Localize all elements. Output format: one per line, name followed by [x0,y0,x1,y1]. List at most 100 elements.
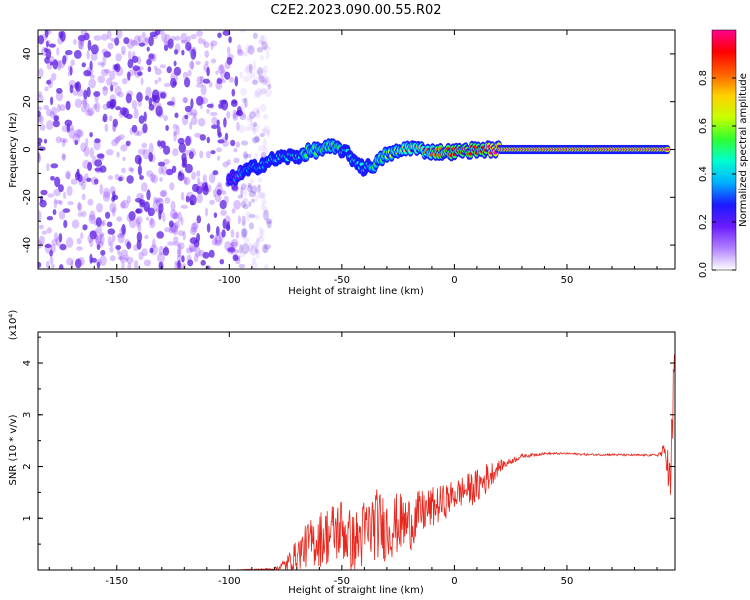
noise-speckle [77,34,86,42]
noise-speckle [211,116,218,125]
noise-speckle [243,67,248,73]
noise-speckle [244,126,250,132]
noise-speckle [237,44,242,55]
noise-speckle [58,210,66,220]
noise-speckle [137,165,142,176]
noise-speckle [196,193,203,204]
noise-speckle [243,75,250,83]
noise-speckle [142,148,151,160]
noise-speckle [177,230,185,237]
noise-speckle [227,247,236,253]
noise-speckle [228,76,234,83]
noise-speckle [197,181,205,192]
noise-speckle [164,34,171,45]
noise-speckle [68,128,76,139]
noise-speckle [230,238,239,249]
noise-speckle [149,217,154,226]
noise-speckle [111,99,117,108]
noise-speckle [148,97,153,107]
noise-speckle [115,53,122,62]
noise-speckle [149,218,156,229]
noise-speckle [208,249,215,258]
noise-speckle [155,197,163,203]
noise-speckle [233,249,240,254]
noise-speckle [139,175,144,180]
noise-speckle [169,209,178,219]
noise-speckle [47,78,54,89]
noise-speckle [180,39,189,44]
noise-speckle [93,103,98,110]
noise-speckle [171,212,179,220]
noise-speckle [219,259,225,265]
noise-speckle [238,124,245,134]
noise-speckle [248,111,256,119]
noise-speckle [63,191,67,199]
noise-speckle [247,183,252,188]
noise-speckle [87,198,94,206]
noise-speckle [204,50,209,58]
noise-speckle [93,178,99,185]
colorbar-tick-label: 0.4 [698,166,709,182]
noise-speckle [256,106,260,114]
noise-speckle [112,122,117,132]
noise-speckle [167,241,175,246]
noise-speckle [258,231,263,240]
noise-speckle [261,87,267,94]
noise-speckle [221,229,226,238]
noise-speckle [259,88,267,95]
noise-speckle [159,64,166,69]
noise-speckle [87,107,95,117]
noise-speckle [216,189,222,196]
noise-speckle [45,108,52,117]
colorbar-tick-label: 0.8 [698,70,709,86]
noise-speckle [158,245,164,256]
noise-speckle [99,232,105,237]
noise-speckle [252,77,258,83]
noise-speckle [70,260,74,269]
noise-speckle [78,39,84,45]
colorbar-tick-label: 0.0 [698,262,709,278]
noise-speckle [195,60,201,65]
spectrogram-x-label: Height of straight line (km) [288,286,424,297]
noise-speckle [196,170,201,177]
noise-speckle [87,234,94,244]
noise-speckle [248,222,255,230]
noise-speckle [249,73,253,80]
noise-speckle [157,252,165,264]
snr-y-multiplier: (x10⁴) [8,310,19,341]
noise-speckle [96,244,101,250]
noise-speckle [210,40,218,47]
noise-speckle [175,35,181,41]
noise-speckle [239,71,243,79]
noise-speckle [232,184,239,193]
noise-speckle [258,226,263,233]
noise-speckle [231,88,236,97]
noise-speckle [79,35,86,42]
noise-speckle [51,239,58,246]
noise-speckle [246,115,254,120]
noise-speckle [58,264,64,269]
noise-speckle [177,172,185,181]
snr-ytick-label: 3 [22,412,33,418]
noise-speckle [214,239,223,247]
noise-speckle [267,129,271,138]
noise-speckle [222,140,229,147]
noise-speckle [78,39,83,50]
noise-speckle [76,168,80,177]
noise-speckle [49,61,54,66]
noise-speckle [76,237,82,245]
noise-speckle [44,244,52,248]
noise-speckle [141,127,145,135]
noise-speckle [256,75,264,80]
noise-speckle [127,262,132,269]
noise-speckle [56,60,62,71]
noise-speckle [190,227,197,236]
noise-speckle [252,32,258,40]
noise-speckle [50,175,55,181]
noise-speckle [163,115,169,121]
noise-speckle [100,33,109,41]
ridge-core [665,148,670,151]
noise-speckle [217,139,225,144]
noise-speckle [148,35,154,47]
noise-speckle [69,66,73,76]
